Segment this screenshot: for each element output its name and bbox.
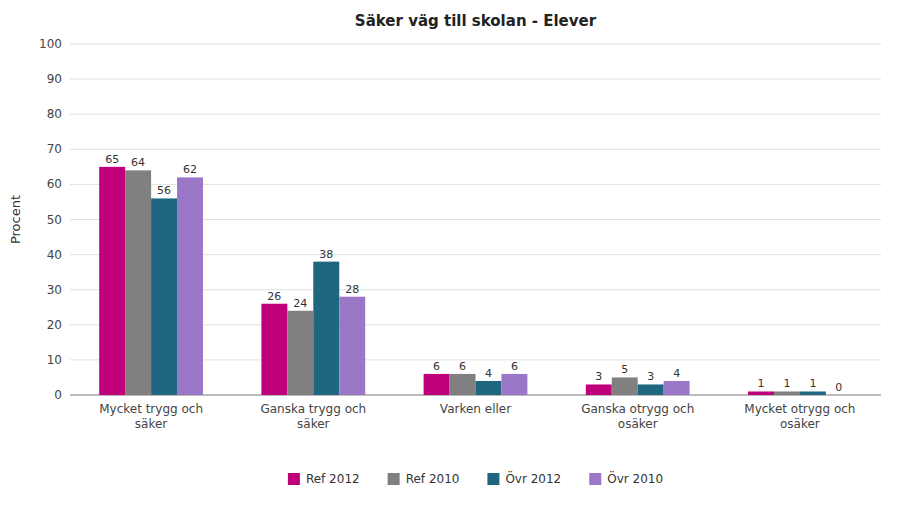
grid-line	[70, 79, 881, 80]
title: Säker väg till skolan - Elever	[355, 12, 597, 30]
grid-line	[70, 44, 881, 45]
bar	[774, 391, 800, 395]
data-label: 6	[433, 360, 440, 373]
x-tick-label: Mycket otrygg ochosäker	[744, 402, 855, 431]
data-label: 1	[809, 377, 816, 390]
data-label: 3	[595, 370, 602, 383]
data-label: 1	[783, 377, 790, 390]
data-label: 0	[835, 381, 842, 394]
x-tick-line: Ganska trygg och	[260, 402, 366, 416]
y-tick-label: 80	[47, 107, 62, 121]
x-tick-line: Mycket otrygg och	[744, 402, 855, 416]
x-tick-label: Ganska otrygg ochosäker	[581, 402, 694, 431]
data-label: 26	[267, 290, 281, 303]
x-tick-label: Mycket trygg ochsäker	[99, 402, 203, 431]
bar	[748, 391, 774, 395]
data-label: 56	[157, 184, 171, 197]
bar	[99, 167, 125, 395]
x-tick-line: osäker	[780, 417, 820, 431]
y-axis-label: Procent	[8, 195, 23, 244]
bar	[826, 395, 852, 396]
y-tick-label: 40	[47, 248, 62, 262]
y-tick-label: 20	[47, 318, 62, 332]
y-tick-label: 60	[47, 177, 62, 191]
x-tick-line: säker	[135, 417, 168, 431]
legend-item: Ref 2012	[288, 472, 360, 486]
x-tick-line: Ganska otrygg och	[581, 402, 694, 416]
legend-swatch	[589, 473, 601, 485]
legend-label: Övr 2012	[505, 470, 561, 486]
y-tick-label: 10	[47, 353, 62, 367]
bar	[800, 391, 826, 395]
data-label: 6	[459, 360, 466, 373]
bar	[287, 311, 313, 395]
data-label: 28	[345, 283, 359, 296]
data-label: 62	[183, 163, 197, 176]
bar	[424, 374, 450, 395]
legend-swatch	[388, 473, 400, 485]
y-tick-label: 70	[47, 142, 62, 156]
x-tick-line: Mycket trygg och	[99, 402, 203, 416]
bar	[664, 381, 690, 395]
legend-swatch	[487, 473, 499, 485]
legend-label: Ref 2012	[306, 472, 360, 486]
data-labels: 6526631642465156384316228640	[105, 153, 842, 394]
x-tick-line: osäker	[618, 417, 658, 431]
bar	[501, 374, 527, 395]
data-label: 4	[673, 367, 680, 380]
bar	[125, 170, 151, 395]
data-label: 64	[131, 156, 145, 169]
legend-item: Övr 2010	[589, 470, 663, 486]
grid-line	[70, 149, 881, 150]
bars	[99, 167, 826, 395]
data-label: 24	[293, 297, 307, 310]
x-tick-line: Varken eller	[440, 402, 511, 416]
bar	[151, 198, 177, 395]
y-tick-label: 0	[54, 388, 62, 402]
data-label: 6	[511, 360, 518, 373]
bar	[261, 304, 287, 395]
x-tick-label: Ganska trygg ochsäker	[260, 402, 366, 431]
chart-container: 0102030405060708090100652663164246515638…	[0, 0, 901, 505]
x-tick-line: säker	[297, 417, 330, 431]
legend-label: Ref 2010	[406, 472, 460, 486]
legend-item: Ref 2010	[388, 472, 460, 486]
data-label: 5	[621, 363, 628, 376]
x-tick-label: Varken eller	[440, 402, 511, 416]
bar	[476, 381, 502, 395]
data-label: 3	[647, 370, 654, 383]
bar	[177, 177, 203, 395]
bar	[450, 374, 476, 395]
grid-line	[70, 114, 881, 115]
chart: 0102030405060708090100652663164246515638…	[0, 0, 901, 505]
bar	[612, 377, 638, 395]
data-label: 4	[485, 367, 492, 380]
y-tick-label: 30	[47, 283, 62, 297]
data-label: 38	[319, 248, 333, 261]
grid	[70, 44, 881, 395]
bar	[313, 262, 339, 395]
bar	[339, 297, 365, 395]
bar	[638, 384, 664, 395]
bar	[586, 384, 612, 395]
y-tick-label: 90	[47, 72, 62, 86]
legend-label: Övr 2010	[607, 470, 663, 486]
data-label: 1	[757, 377, 764, 390]
legend-swatch	[288, 473, 300, 485]
y-tick-label: 100	[39, 37, 62, 51]
legend: Ref 2012 Ref 2010 Övr 2012 Övr 2010	[288, 470, 663, 486]
legend-item: Övr 2012	[487, 470, 561, 486]
y-tick-label: 50	[47, 213, 62, 227]
data-label: 65	[105, 153, 119, 166]
